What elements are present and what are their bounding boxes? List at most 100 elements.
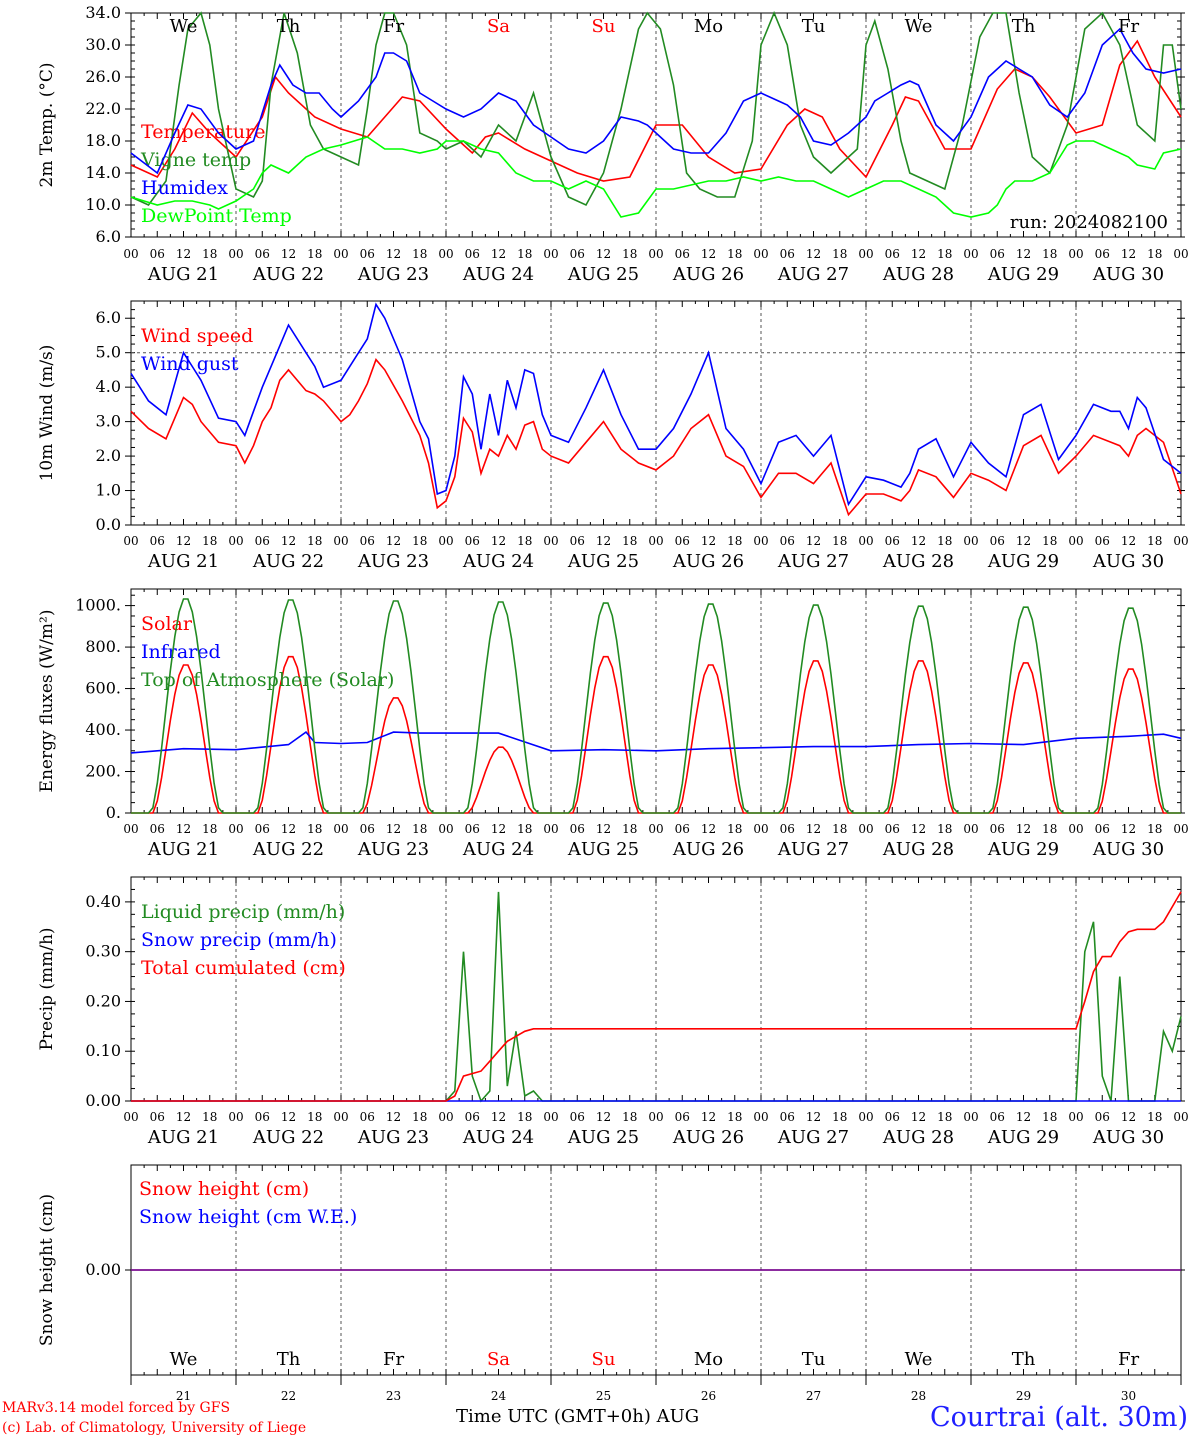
hour-tick-label: 00 [333,247,348,261]
hour-tick-label: 00 [963,822,978,836]
hour-tick-label: 06 [780,247,795,261]
weekday-label-bottom: Fr [383,1349,404,1370]
hour-tick-label: 06 [255,822,270,836]
hour-tick-label: 00 [858,1110,873,1124]
y-tick-label: 1000. [75,596,121,615]
hour-tick-label: 06 [465,247,480,261]
y-tick-label: 400. [85,720,121,739]
series-line-0 [130,358,1182,517]
hour-tick-label: 06 [885,822,900,836]
y-tick-label: 0.40 [85,892,121,911]
y-axis-label: 2m Temp. (°C) [37,62,57,187]
hour-tick-label: 12 [911,1110,926,1124]
hour-tick-label: 00 [648,1110,663,1124]
hour-tick-label: 00 [228,822,243,836]
hour-tick-label: 12 [1121,822,1136,836]
day-label: AUG 30 [1092,551,1164,572]
day-number-label: 26 [701,1389,716,1403]
hour-tick-label: 00 [123,534,138,548]
day-number-label: 21 [176,1389,191,1403]
hour-tick-label: 18 [1147,534,1162,548]
hour-tick-label: 00 [963,534,978,548]
hour-tick-label: 00 [438,822,453,836]
series-line-1 [130,302,1182,507]
day-label: AUG 26 [672,839,744,860]
day-label: AUG 25 [567,551,639,572]
y-tick-label: 14.0 [85,163,121,182]
hour-tick-label: 18 [937,1110,952,1124]
day-number-label: 30 [1121,1389,1136,1403]
hour-tick-label: 18 [517,247,532,261]
y-tick-label: 600. [85,679,121,698]
day-label: AUG 21 [147,839,219,860]
day-label: AUG 27 [777,1127,849,1148]
legend-entry: Snow precip (mm/h) [141,929,337,951]
day-label: AUG 30 [1092,264,1164,285]
hour-tick-label: 06 [465,534,480,548]
hour-tick-label: 00 [858,247,873,261]
day-label: AUG 22 [252,551,324,572]
day-label: AUG 21 [147,264,219,285]
legend-entry: Total cumulated (cm) [141,957,346,979]
weekday-label-bottom: Tu [802,1349,826,1370]
y-tick-label: 4.0 [96,377,121,396]
hour-tick-label: 00 [228,534,243,548]
hour-tick-label: 00 [1068,822,1083,836]
hour-tick-label: 06 [780,1110,795,1124]
y-axis-label: Snow height (cm) [37,1194,57,1346]
hour-tick-label: 06 [885,247,900,261]
day-label: AUG 27 [777,551,849,572]
y-tick-label: 5.0 [96,343,121,362]
y-tick-label: 3.0 [96,412,121,431]
day-label: AUG 29 [987,1127,1059,1148]
hour-tick-label: 12 [806,1110,821,1124]
hour-tick-label: 12 [491,1110,506,1124]
hour-tick-label: 12 [1016,534,1031,548]
y-tick-label: 0.30 [85,942,121,961]
hour-tick-label: 06 [885,534,900,548]
hour-tick-label: 06 [675,822,690,836]
hour-tick-label: 00 [1173,534,1188,548]
day-label: AUG 28 [882,1127,954,1148]
hour-tick-label: 12 [386,1110,401,1124]
weekday-label-top: Fr [383,16,404,37]
hour-tick-label: 00 [438,247,453,261]
legend-entry: Snow height (cm W.E.) [139,1206,357,1228]
hour-tick-label: 12 [386,822,401,836]
y-tick-label: 0.00 [85,1260,121,1279]
weekday-label-top: Mo [694,16,723,37]
hour-tick-label: 12 [806,534,821,548]
hour-tick-label: 12 [491,822,506,836]
hour-tick-label: 06 [255,534,270,548]
y-tick-label: 6.0 [96,227,121,246]
hour-tick-label: 06 [675,534,690,548]
hour-tick-label: 18 [202,247,217,261]
hour-tick-label: 00 [228,247,243,261]
hour-tick-label: 12 [176,822,191,836]
legend-entry: Temperature [141,121,265,143]
hour-tick-label: 18 [412,822,427,836]
hour-tick-label: 18 [832,247,847,261]
weekday-label-top: Fr [1118,16,1139,37]
weekday-label-bottom: Su [592,1349,616,1370]
weekday-label-top: Th [277,16,301,37]
hour-tick-label: 06 [570,534,585,548]
weekday-label-bottom: Fr [1118,1349,1139,1370]
hour-tick-label: 18 [1042,534,1057,548]
y-tick-label: 30.0 [85,35,121,54]
hour-tick-label: 00 [753,822,768,836]
day-label: AUG 23 [357,1127,429,1148]
hour-tick-label: 06 [150,247,165,261]
hour-tick-label: 00 [858,822,873,836]
hour-tick-label: 12 [806,247,821,261]
hour-tick-label: 12 [701,1110,716,1124]
hour-tick-label: 06 [990,822,1005,836]
hour-tick-label: 00 [543,1110,558,1124]
hour-tick-label: 06 [990,247,1005,261]
weekday-label-bottom: We [905,1349,933,1370]
day-number-label: 28 [911,1389,926,1403]
hour-tick-label: 12 [911,247,926,261]
hour-tick-label: 18 [412,1110,427,1124]
day-label: AUG 24 [462,839,534,860]
day-label: AUG 26 [672,551,744,572]
